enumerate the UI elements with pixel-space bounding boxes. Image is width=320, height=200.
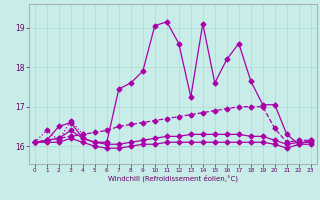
X-axis label: Windchill (Refroidissement éolien,°C): Windchill (Refroidissement éolien,°C): [108, 175, 238, 182]
